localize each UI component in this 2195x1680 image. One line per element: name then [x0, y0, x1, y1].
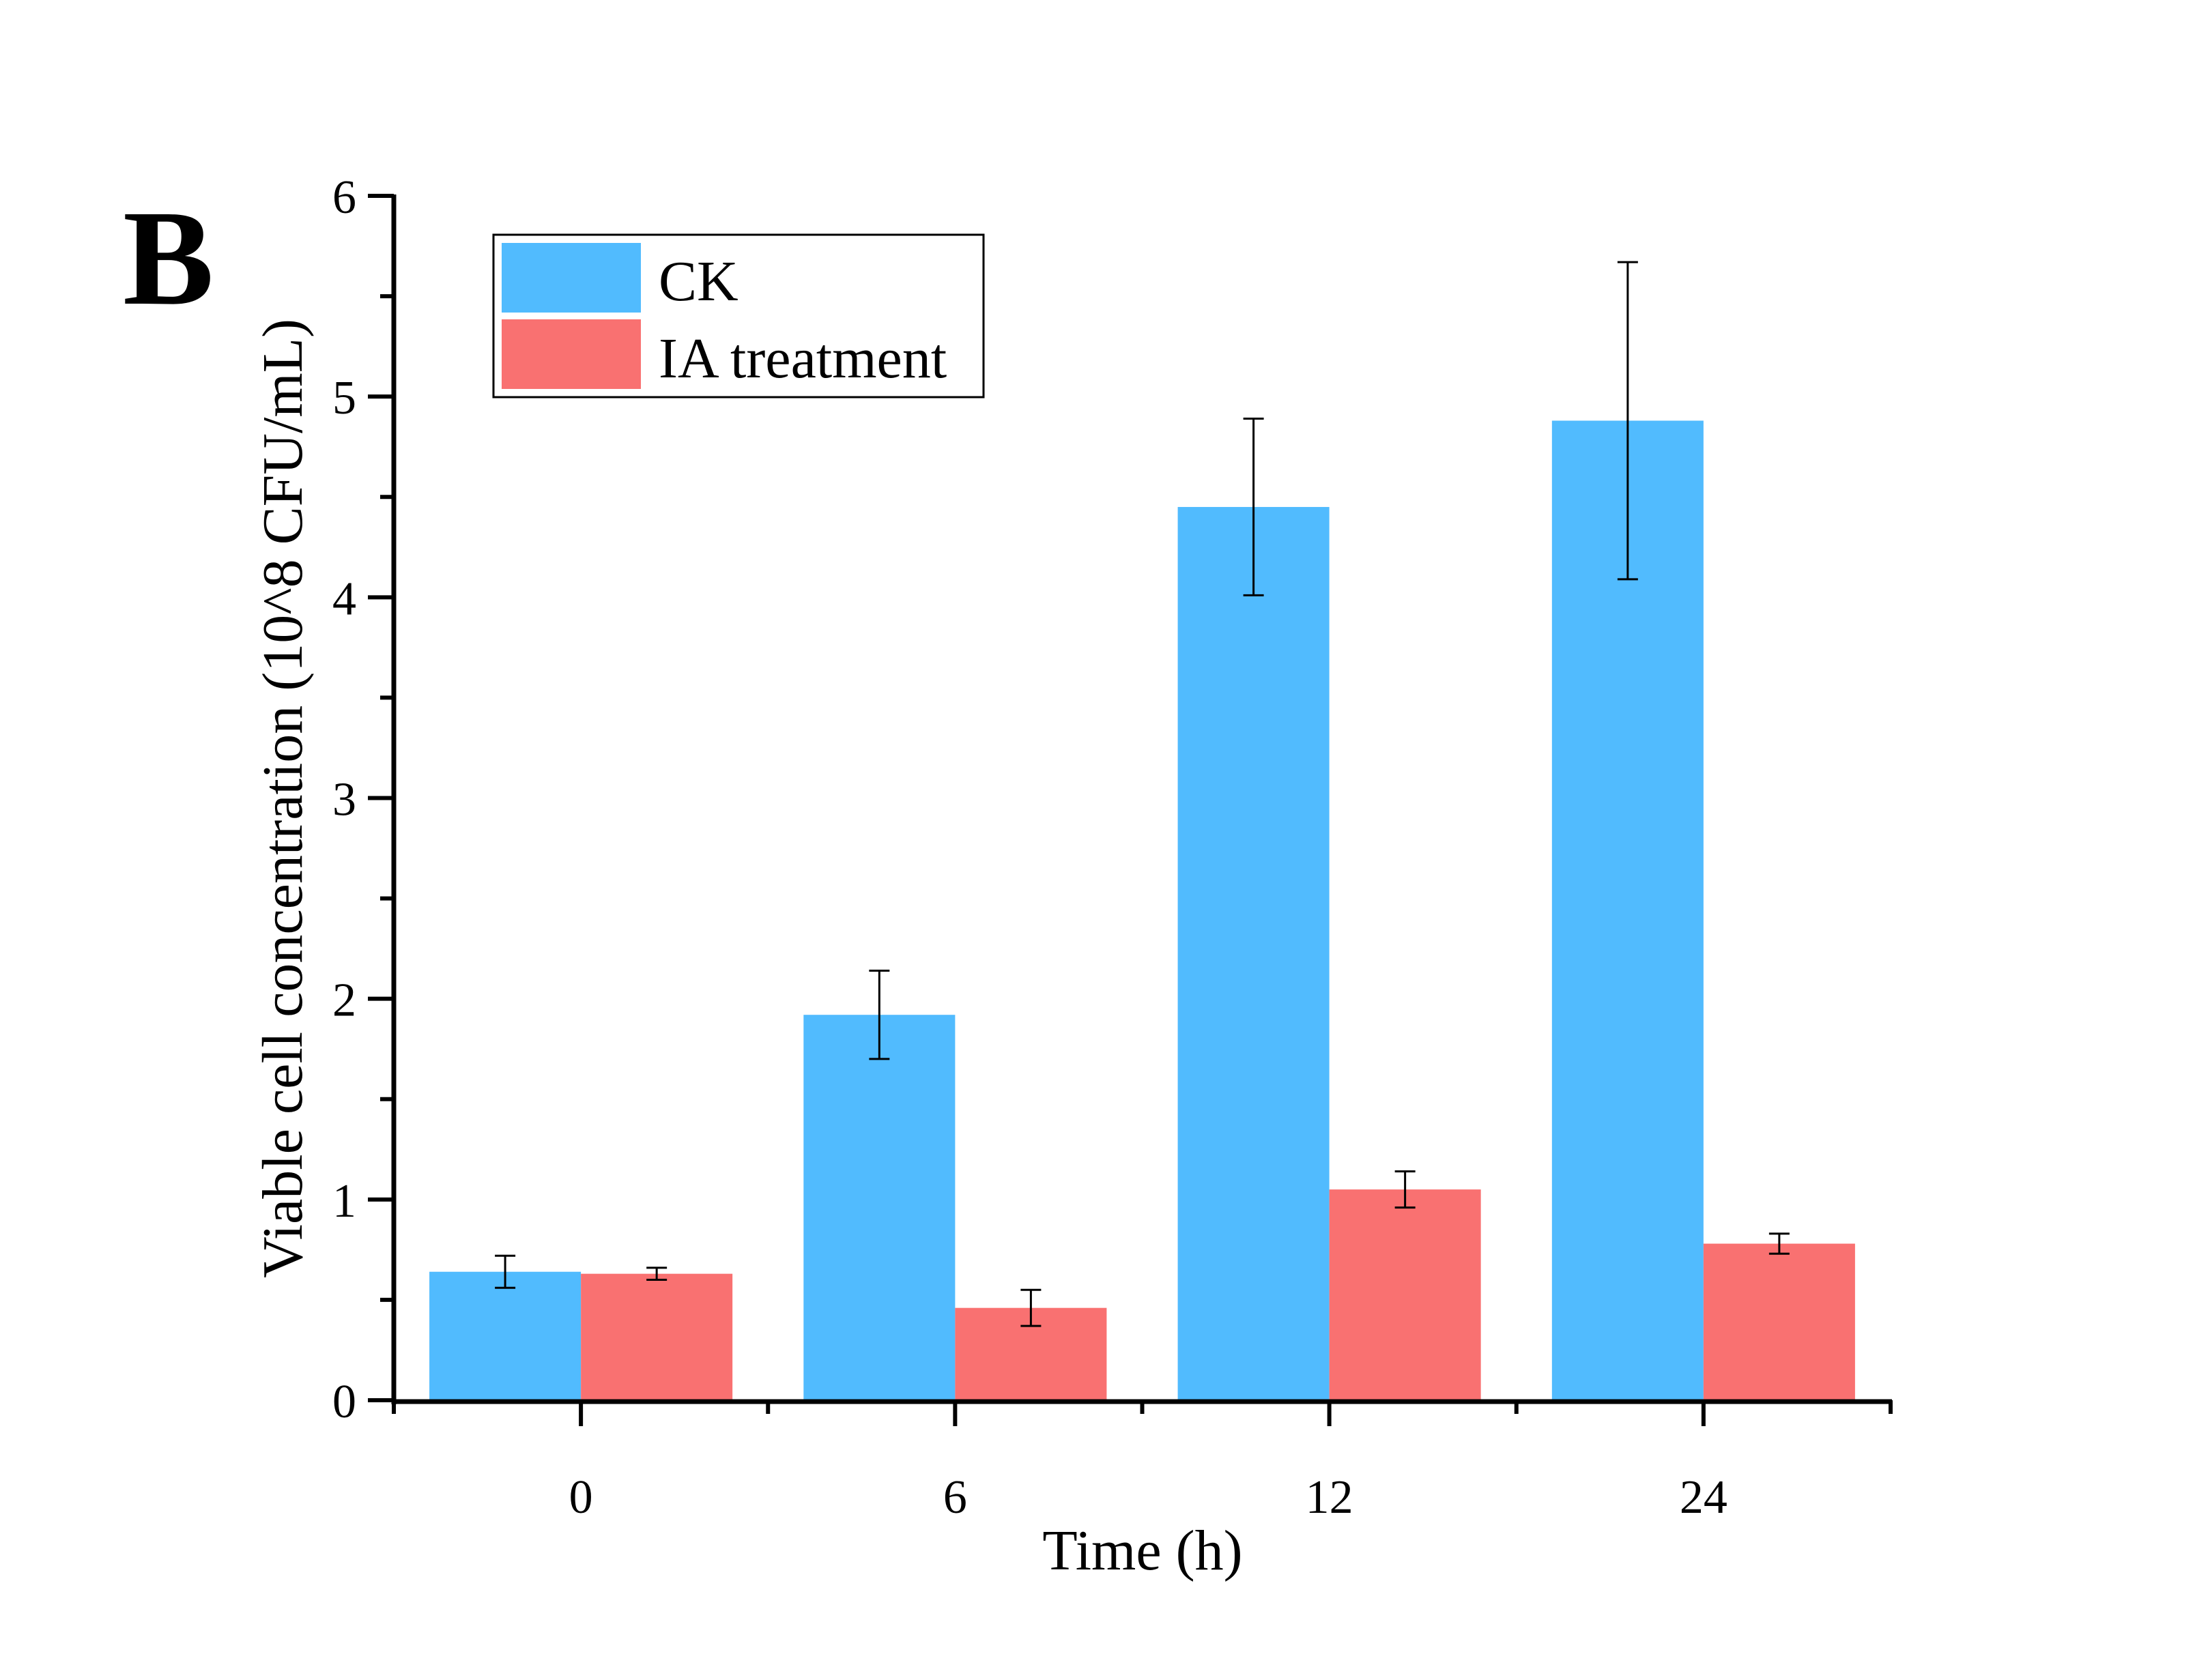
bar-ia-treatment-24h: [1703, 1243, 1855, 1400]
x-ticks-group: 0 6 12 24: [392, 1400, 1893, 1524]
x-tick-label: 24: [1680, 1471, 1727, 1524]
y-tick-label: 2: [332, 974, 356, 1027]
error-bars-group: [495, 261, 1790, 1327]
bar-ck-6h: [803, 1015, 956, 1400]
y-tick-label: 1: [332, 1175, 356, 1228]
y-ticks-group: 0 1 2 3 4 5 6: [332, 171, 394, 1428]
y-tick-label: 4: [332, 573, 356, 625]
x-tick-label: 12: [1306, 1471, 1353, 1524]
bar-ck-24h: [1551, 420, 1704, 1400]
x-tick-label: 6: [943, 1471, 967, 1524]
error-bar-ck-12h: [1243, 418, 1264, 596]
legend-swatch-ia-treatment: [502, 319, 641, 389]
error-bar-ia-treatment-0h: [646, 1266, 668, 1281]
error-bar-ia-treatment-6h: [1020, 1288, 1042, 1327]
y-tick-label: 0: [332, 1376, 356, 1428]
error-bar-ck-6h: [869, 969, 890, 1060]
error-bar-ia-treatment-12h: [1394, 1170, 1416, 1209]
x-axis-label: Time (h): [1042, 1519, 1242, 1582]
panel-label: B: [123, 183, 214, 334]
error-bar-ck-24h: [1617, 261, 1638, 581]
bar-ck-12h: [1177, 506, 1330, 1401]
legend-label-ck: CK: [659, 250, 738, 313]
error-bar-ia-treatment-24h: [1768, 1232, 1790, 1255]
bar-ia-treatment-0h: [581, 1273, 733, 1400]
bar-ia-treatment-12h: [1329, 1189, 1481, 1400]
bars-group: [429, 420, 1855, 1401]
x-tick-label: 0: [569, 1471, 593, 1524]
y-tick-label: 5: [332, 372, 356, 424]
error-bar-ck-0h: [495, 1254, 516, 1289]
y-tick-label: 3: [332, 774, 356, 826]
legend: CK IA treatment: [492, 233, 985, 399]
bar-ck-0h: [429, 1271, 582, 1400]
y-axis-label: Viable cell concentration (10^8 CFU/mL): [251, 319, 315, 1278]
legend-label-ia-treatment: IA treatment: [659, 327, 947, 390]
y-tick-label: 6: [332, 171, 356, 224]
legend-swatch-ck: [502, 243, 641, 313]
